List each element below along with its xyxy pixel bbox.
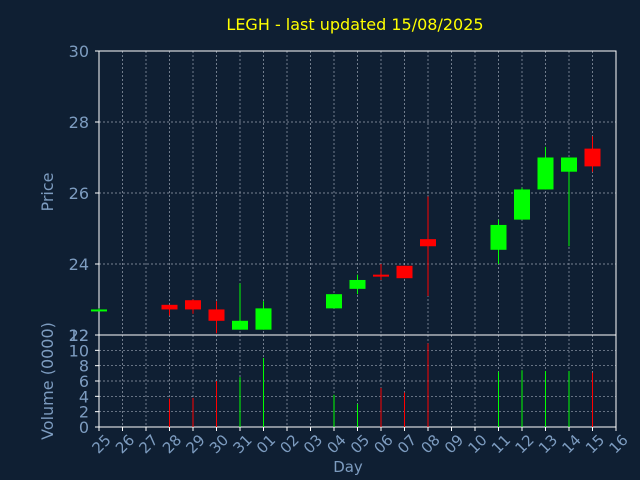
- price-tick-label: 28: [69, 113, 89, 132]
- volume-tick-label: 8: [79, 357, 89, 376]
- candle-body: [420, 239, 436, 247]
- candle-body: [255, 308, 272, 330]
- candle-body: [490, 224, 507, 250]
- x-tick-label: 05: [347, 431, 373, 457]
- price-tick-label: 24: [69, 255, 89, 274]
- x-tick-label: 27: [136, 431, 162, 457]
- candle-body: [514, 189, 530, 220]
- candle-body: [208, 309, 225, 321]
- candle-body: [91, 309, 107, 312]
- x-tick-label: 28: [159, 431, 185, 457]
- price-tick-label: 30: [69, 42, 89, 61]
- volume-tick-label: 4: [79, 387, 89, 406]
- candle-body: [232, 320, 248, 330]
- x-tick-label: 12: [512, 431, 538, 457]
- x-tick-label: 15: [582, 431, 608, 457]
- x-tick-label: 29: [183, 431, 209, 457]
- x-tick-label: 06: [371, 431, 397, 457]
- x-tick-label: 08: [418, 431, 444, 457]
- candle-body: [396, 265, 413, 279]
- x-axis-label: Day: [333, 458, 363, 476]
- x-tick-label: 13: [535, 431, 561, 457]
- candle-body: [349, 279, 366, 289]
- price-axis-label: Price: [38, 172, 57, 211]
- candle-body: [537, 157, 554, 190]
- price-tick-label: 26: [69, 184, 89, 203]
- volume-tick-label: 0: [79, 418, 89, 437]
- price-tick-label: 22: [69, 326, 89, 345]
- x-tick-label: 04: [324, 431, 350, 457]
- volume-tick-label: 12: [69, 326, 89, 345]
- x-tick-label: 02: [277, 431, 303, 457]
- candle-body: [326, 294, 342, 309]
- candle-body: [584, 148, 601, 167]
- x-tick-label: 07: [394, 431, 420, 457]
- x-tick-label: 11: [488, 431, 514, 457]
- x-tick-label: 30: [206, 431, 232, 457]
- candle-body: [161, 304, 178, 310]
- volume-tick-label: 10: [69, 341, 89, 360]
- x-axis: 2526272829303101020304050607080910111213…: [89, 427, 632, 457]
- x-tick-label: 03: [300, 431, 326, 457]
- x-tick-label: 16: [606, 431, 632, 457]
- x-tick-label: 14: [559, 431, 585, 457]
- x-tick-label: 01: [253, 431, 279, 457]
- candle-body: [373, 274, 389, 277]
- x-tick-label: 09: [441, 431, 467, 457]
- volume-axis-label: Volume (0000): [38, 322, 57, 440]
- chart-title: LEGH - last updated 15/08/2025: [226, 15, 483, 34]
- volume-tick-label: 2: [79, 403, 89, 422]
- volume-tick-label: 6: [79, 372, 89, 391]
- x-tick-label: 26: [112, 431, 138, 457]
- x-tick-label: 31: [230, 431, 256, 457]
- candle-body: [185, 300, 201, 310]
- candle-body: [561, 157, 577, 172]
- x-tick-label: 10: [465, 431, 491, 457]
- x-tick-label: 25: [89, 431, 115, 457]
